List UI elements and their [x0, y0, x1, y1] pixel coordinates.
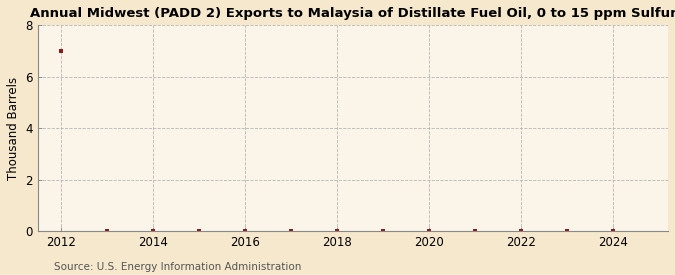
Y-axis label: Thousand Barrels: Thousand Barrels [7, 76, 20, 180]
Title: Annual Midwest (PADD 2) Exports to Malaysia of Distillate Fuel Oil, 0 to 15 ppm : Annual Midwest (PADD 2) Exports to Malay… [30, 7, 675, 20]
Text: Source: U.S. Energy Information Administration: Source: U.S. Energy Information Administ… [54, 262, 301, 272]
